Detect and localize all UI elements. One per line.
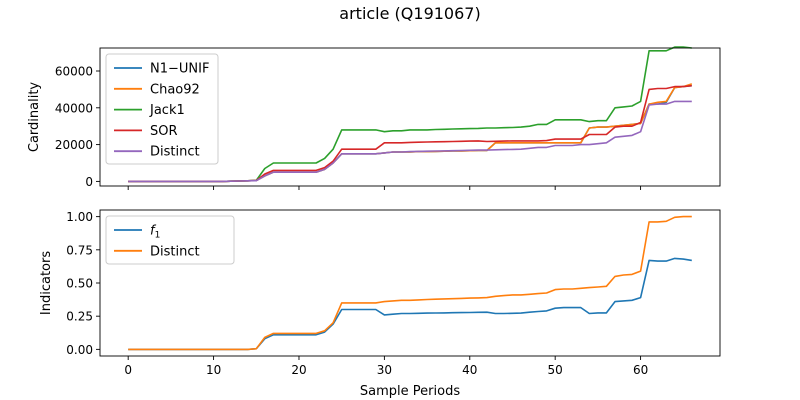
legend-label: N1−UNIF [150,62,209,77]
series-line-0-4 [128,100,692,183]
legend-box [105,215,235,265]
legend-label: SOR [150,124,178,139]
y-tick-label: 0.75 [66,243,93,257]
legend-label: Distinct [150,244,200,259]
legend-label: Distinct [150,145,200,160]
y-axis-label: Indicators [39,251,54,315]
y-tick-label: 20000 [55,138,93,152]
axes-frame [99,47,721,187]
x-axis-label: Sample Periods [360,384,460,399]
series-line-1-1 [128,215,692,351]
x-tick-label: 30 [377,363,392,377]
y-tick-label: 40000 [55,101,93,115]
cardinality-subplot: 0 20000 40000 60000 Cardinality N1−UNIF Chao92… [27,46,721,190]
x-tick-label: 20 [291,363,306,377]
y-tick-label: 1.00 [66,210,93,224]
legend-label: f1 [150,224,160,241]
legend: N1−UNIF Chao92 Jack1 SOR Distinct [105,53,219,165]
x-tick-label: 10 [206,363,221,377]
x-tick-label: 60 [633,363,648,377]
legend: f1 Distinct [105,215,235,265]
indicators-subplot: 0 10 20 30 40 50 60 0.00 0.25 0.50 0.75 1.00 Indicat… [39,209,721,399]
x-tick-label: 0 [124,363,132,377]
y-tick-label: 60000 [55,65,93,79]
y-tick-label: 0.25 [66,310,93,324]
legend-box [105,53,219,165]
legend-label: Chao92 [150,82,200,97]
series-line-1-0 [128,257,692,351]
figure-title: article (Q191067) [339,4,480,23]
x-tick-label: 40 [462,363,477,377]
y-tick-label: 0.00 [66,343,93,357]
y-tick-label: 0 [85,175,93,189]
y-axis-label: Cardinality [27,82,42,153]
legend-label: Jack1 [149,103,185,118]
y-tick-label: 0.50 [66,277,93,291]
x-tick-label: 50 [548,363,563,377]
